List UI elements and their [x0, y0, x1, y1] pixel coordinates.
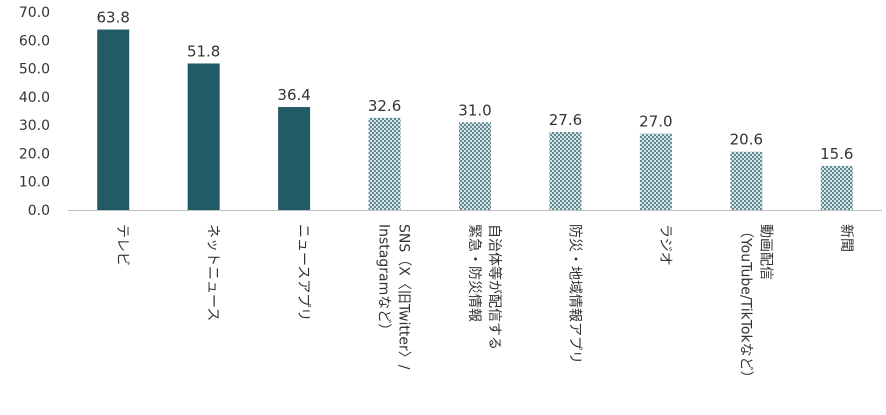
category-label: ラジオ	[657, 224, 673, 266]
category-label: 動画配信	[757, 224, 773, 280]
data-label: 32.6	[368, 97, 401, 115]
y-tick-label: 50.0	[19, 62, 50, 78]
bar	[730, 151, 763, 210]
category-label: テレビ	[114, 224, 130, 266]
y-axis: 0.0 10.0 20.0 30.0 40.0 50.0 60.0 70.0	[19, 5, 50, 219]
y-tick-label: 40.0	[19, 90, 50, 106]
y-tick-label: 60.0	[19, 33, 50, 49]
bar	[820, 165, 853, 210]
data-label: 51.8	[187, 42, 220, 60]
category-label: 防災・地域情報アプリ	[566, 224, 582, 364]
category-label: Instagramなど）	[376, 224, 392, 337]
bars: 63.8 51.8 36.4 32.6 31.0 27.6 27.0 20.6 15.6	[97, 9, 853, 211]
bar	[278, 107, 311, 210]
data-label: 27.6	[549, 111, 582, 129]
category-label: 自治体等が配信する	[486, 224, 503, 350]
bar	[639, 133, 672, 210]
data-label: 15.6	[820, 145, 853, 163]
bar	[187, 63, 220, 211]
x-axis: テレビ ネットニュース ニュースアプリ SNS（X〈旧Twitter〉/Instagr…	[68, 210, 882, 385]
bar	[549, 131, 582, 210]
category-label: 新聞	[838, 224, 854, 252]
bar	[459, 122, 491, 210]
category-label: ニュースアプリ	[295, 224, 311, 321]
category-label: （YouTube/TikTokなど）	[737, 224, 753, 385]
bar	[368, 117, 401, 210]
y-tick-label: 0.0	[28, 203, 50, 219]
y-tick-label: 20.0	[19, 146, 50, 162]
bar	[97, 29, 130, 211]
category-label: SNS（X〈旧Twitter〉/	[396, 224, 412, 370]
data-label: 31.0	[458, 101, 491, 119]
y-tick-label: 10.0	[19, 175, 50, 191]
y-tick-label: 30.0	[19, 118, 50, 134]
data-label: 20.6	[730, 131, 763, 149]
data-label: 27.0	[639, 113, 672, 131]
category-label: 緊急・防災情報	[466, 224, 482, 322]
data-label: 63.8	[97, 9, 130, 27]
y-tick-label: 70.0	[19, 5, 50, 21]
category-label: ネットニュース	[205, 224, 221, 321]
data-label: 36.4	[277, 86, 310, 104]
